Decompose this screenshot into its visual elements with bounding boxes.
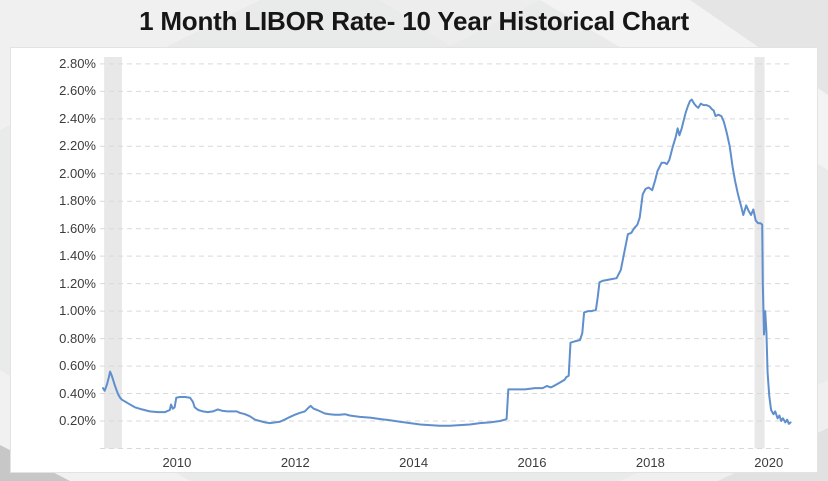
x-axis-label: 2010 xyxy=(162,455,192,470)
y-axis-label: 1.80% xyxy=(59,193,96,209)
y-axis-label: 2.60% xyxy=(59,83,96,99)
series-line-layer xyxy=(102,98,792,427)
x-axis-label: 2016 xyxy=(517,455,547,470)
x-axis-label: 2020 xyxy=(754,455,784,470)
y-axis-label: 2.80% xyxy=(59,55,96,71)
y-axis-label: 1.40% xyxy=(59,248,96,264)
y-axis-label: 0.60% xyxy=(59,358,96,374)
x-axis-label: 2012 xyxy=(280,455,310,470)
recession-band xyxy=(104,57,122,449)
gridlines-layer xyxy=(100,63,793,449)
x-axis-label: 2018 xyxy=(635,455,665,470)
y-axis-label: 2.40% xyxy=(59,110,96,126)
page-title: 1 Month LIBOR Rate- 10 Year Historical C… xyxy=(139,6,689,36)
y-axis-label: 2.20% xyxy=(59,138,96,154)
y-axis-label: 0.40% xyxy=(59,385,96,401)
y-axis-label: 2.00% xyxy=(59,165,96,181)
y-axis-label: 0.80% xyxy=(59,330,96,346)
recession-bands-layer xyxy=(104,57,765,449)
y-axis-label: 1.00% xyxy=(59,303,96,319)
y-axis-label: 0.20% xyxy=(59,413,96,429)
y-axis-label: 1.60% xyxy=(59,220,96,236)
recession-band xyxy=(754,57,765,449)
y-axis-label: 1.20% xyxy=(59,275,96,291)
x-axis-label: 2014 xyxy=(399,455,429,470)
libor-rate-line[interactable] xyxy=(102,98,792,427)
